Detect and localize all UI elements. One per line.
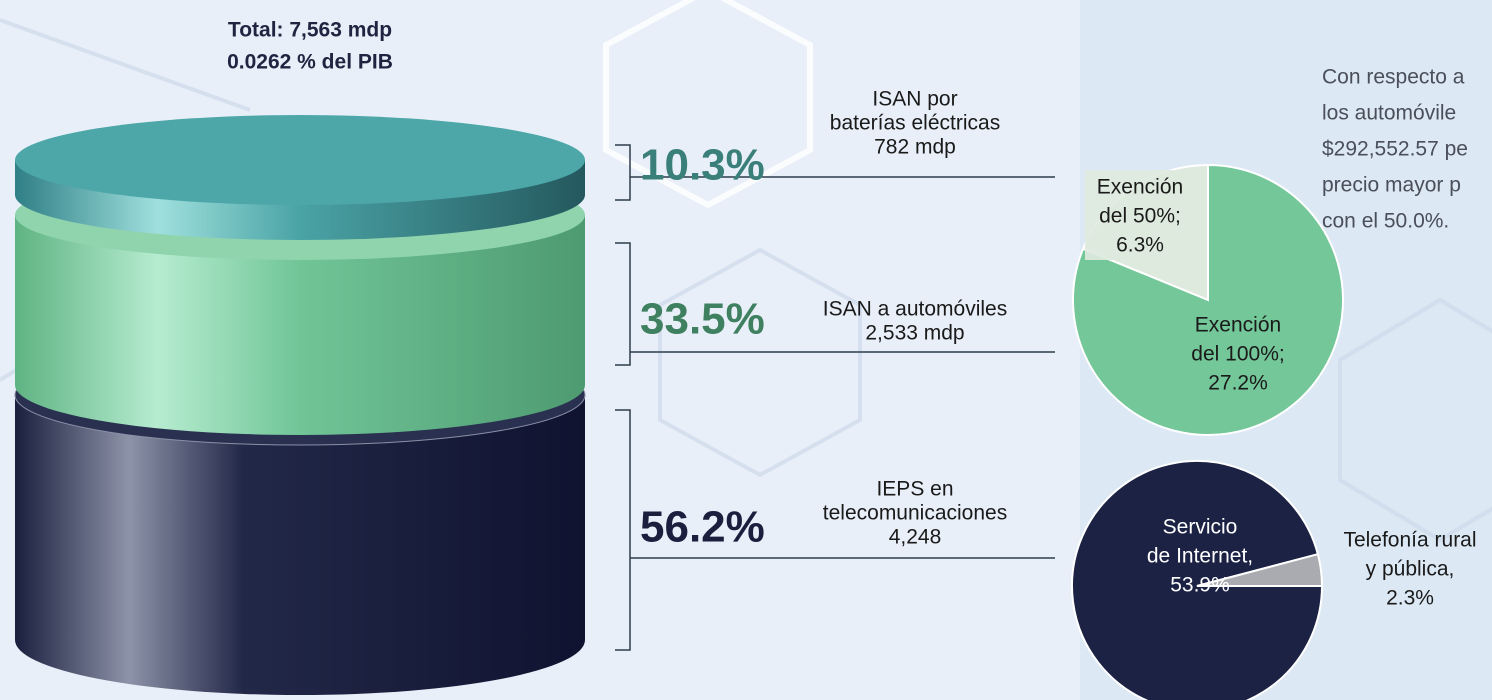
layer-label: baterías eléctricas bbox=[830, 112, 1000, 135]
slice-value: 6.3% bbox=[1116, 234, 1164, 257]
slice-value: 2.3% bbox=[1386, 587, 1434, 610]
layer-percent: 56.2% bbox=[640, 503, 765, 552]
note-line: con el 50.0%. bbox=[1322, 210, 1449, 233]
slice-label: Exención bbox=[1195, 314, 1281, 337]
pib: 0.0262 % del PIB bbox=[227, 51, 393, 74]
slice-label: Servicio bbox=[1163, 516, 1238, 539]
slice-label: Exención bbox=[1097, 176, 1183, 199]
slice-label: de Internet, bbox=[1147, 545, 1253, 568]
layer-label: 782 mdp bbox=[874, 136, 956, 159]
slice-label: del 50%; bbox=[1099, 205, 1181, 228]
layer-percent: 10.3% bbox=[640, 141, 765, 190]
layer-label: IEPS en bbox=[876, 478, 953, 501]
layer-label: 2,533 mdp bbox=[865, 322, 964, 345]
slice-label: del 100%; bbox=[1191, 343, 1284, 366]
cylinder-layer-isan-baterias bbox=[15, 115, 585, 240]
total: Total: 7,563 mdp bbox=[228, 19, 392, 42]
layer-label: ISAN a automóviles bbox=[823, 298, 1007, 321]
slice-label: Telefonía rural bbox=[1343, 529, 1476, 552]
note-line: los automóvile bbox=[1322, 102, 1456, 125]
note-line: $292,552.57 pe bbox=[1322, 138, 1468, 161]
layer-label: telecomunicaciones bbox=[823, 502, 1007, 525]
note-line: precio mayor p bbox=[1322, 174, 1461, 197]
layer-label: 4,248 bbox=[889, 526, 942, 549]
infographic: Total: 7,563 mdp 0.0262 % del PIB 10.3% I… bbox=[0, 0, 1492, 700]
slice-value: 53.9% bbox=[1170, 574, 1230, 597]
layer-percent: 33.5% bbox=[640, 295, 765, 344]
slice-value: 27.2% bbox=[1208, 372, 1268, 395]
slice-label: y pública, bbox=[1366, 558, 1455, 581]
note-line: Con respecto a bbox=[1322, 66, 1465, 89]
layer-label: ISAN por bbox=[872, 88, 957, 111]
